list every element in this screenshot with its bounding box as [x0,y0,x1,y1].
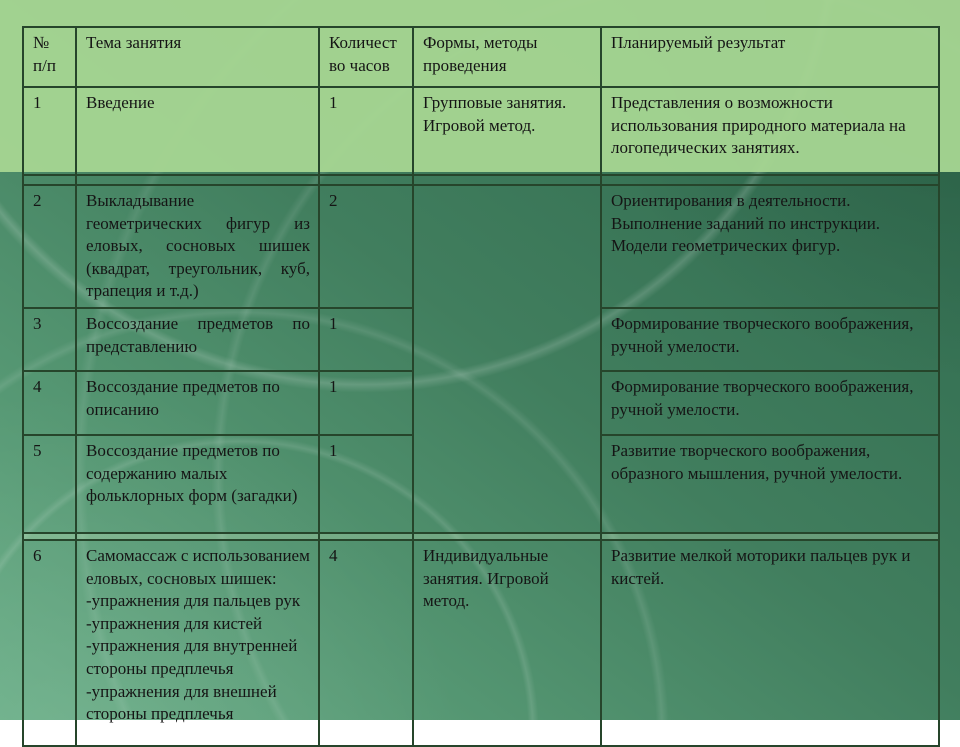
result-cell: Формирование творческого воображения, ру… [600,307,940,373]
table-row: 2 Выкладывание геометрических фигур из е… [22,183,940,535]
column-header-number: № п/п [22,26,77,88]
row-number-cell: 2 [22,183,77,310]
lesson-plan-table: № п/п Тема занятия Количест во часов Фор… [22,26,940,747]
spacer-cell [600,532,940,542]
topic-cell: Воссоздание предметов по описанию [75,370,320,437]
row-number-cell: 3 [22,307,77,373]
result-cell: Развитие мелкой моторики пальцев рук и к… [600,539,940,747]
column-header-result: Планируемый результат [600,26,940,88]
hours-cell: 1 [318,370,414,437]
table-row: 5 Воссоздание предметов по содержанию ма… [22,434,940,535]
spacer-cell [318,174,414,186]
spacer-cell [600,174,940,186]
hours-cell: 1 [318,307,414,373]
hours-cell: 1 [318,434,414,535]
spacer-cell [22,532,77,542]
column-header-forms: Формы, методы проведения [412,26,602,88]
spacer-row-light [22,174,940,186]
topic-cell: Самомассаж с использованием еловых, сосн… [75,539,320,747]
column-header-topic: Тема занятия [75,26,320,88]
hours-cell: 1 [318,86,414,176]
topic-cell: Введение [75,86,320,176]
table-row: 1 Введение 1 Групповые занятия. Игровой … [22,86,940,176]
spacer-cell [22,174,77,186]
topic-cell: Выкладывание геометрических фигур из ело… [75,183,320,310]
forms-cell: Групповые занятия. Игровой метод. [412,86,602,176]
spacer-cell [412,174,602,186]
topic-cell: Воссоздание предметов по содержанию малы… [75,434,320,535]
row-number-cell: 6 [22,539,77,747]
spacer-cell [412,532,602,542]
result-cell: Формирование творческого воображения, ру… [600,370,940,437]
row-number-cell: 5 [22,434,77,535]
spacer-row-mid [22,532,940,542]
result-cell: Представления о возможности использовани… [600,86,940,176]
hours-cell: 2 [318,183,414,310]
row-number-cell: 4 [22,370,77,437]
result-cell: Развитие творческого воображения, образн… [600,434,940,535]
column-header-hours: Количест во часов [318,26,414,88]
table-row: 6 Самомассаж с использованием еловых, со… [22,539,940,747]
topic-cell: Воссоздание предметов по представлению [75,307,320,373]
table-row: 3 Воссоздание предметов по представлению… [22,307,940,373]
table-row: 4 Воссоздание предметов по описанию 1 Фо… [22,370,940,437]
spacer-cell [75,174,320,186]
row-number-cell: 1 [22,86,77,176]
header-row: № п/п Тема занятия Количест во часов Фор… [22,26,940,88]
spacer-cell [75,532,320,542]
hours-cell: 4 [318,539,414,747]
result-cell: Ориентирования в деятельности. Выполнени… [600,183,940,310]
spacer-cell [318,532,414,542]
forms-cell-merged [412,183,602,535]
forms-cell: Индивидуальные занятия. Игровой метод. [412,539,602,747]
